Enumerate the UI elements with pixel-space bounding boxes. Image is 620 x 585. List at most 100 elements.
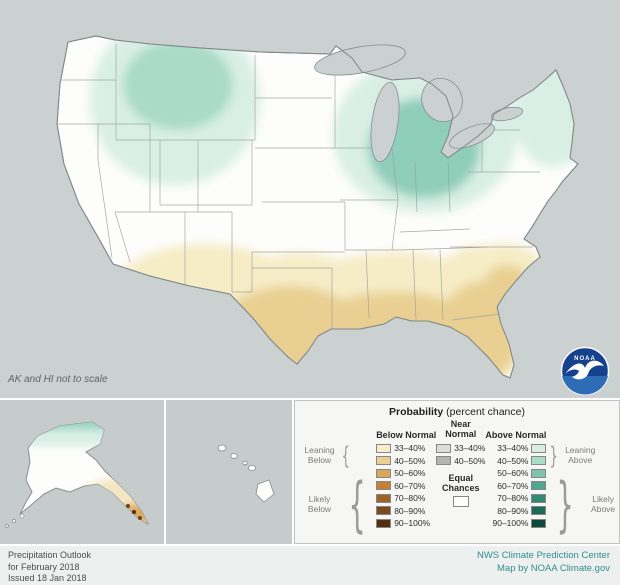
above-group-labels: } Leaning Above } Likely Above	[546, 443, 620, 536]
scale-note: AK and HI not to scale	[8, 374, 108, 385]
legend-row-label: 60–70%	[394, 480, 426, 491]
legend-swatch	[436, 456, 452, 465]
issuance-info: Precipitation Outlook for February 2018 …	[8, 550, 91, 585]
legend-swatch	[531, 481, 547, 490]
near-normal-header: Near Normal	[445, 419, 477, 440]
legend-swatch	[376, 518, 392, 528]
legend-row: 60–70%	[485, 480, 547, 491]
legend-body: Leaning Below { Likely Below { Below Nor…	[302, 419, 615, 536]
legend-row: 50–60%	[485, 468, 547, 478]
below-group-labels: Leaning Below { Likely Below {	[302, 443, 376, 536]
conus-map	[56, 35, 579, 379]
hawaii-map	[217, 444, 275, 503]
leaning-below-label: Leaning Below	[304, 445, 335, 465]
legend-row: 80–90%	[376, 506, 436, 516]
leaning-below-group: Leaning Below {	[302, 443, 376, 468]
leaning-below-bracket: {	[341, 441, 350, 470]
noaa-logo-text: NOAA	[574, 356, 596, 362]
legend-swatch	[376, 506, 392, 515]
legend-swatch	[376, 481, 392, 490]
legend-panel: Probability (percent chance) Leaning Bel…	[294, 400, 620, 544]
likely-below-label: Likely Below	[307, 494, 332, 514]
legend-swatch	[376, 493, 392, 503]
legend-title: Probability (percent chance)	[302, 406, 612, 418]
legend-row: 60–70%	[376, 481, 436, 491]
legend-row-label: 90–100%	[394, 518, 431, 528]
below-normal-rows: 33–40% 40–50% 50–60% 60–70% 70–80% 80–90% 90–1…	[376, 443, 436, 528]
above-normal-header: Above Normal	[485, 430, 547, 440]
equal-chances-swatch	[452, 496, 469, 508]
hawaiian-islands	[217, 444, 275, 503]
hawaii-inset-panel	[166, 400, 292, 544]
likely-above-bracket: }	[556, 469, 575, 540]
legend-swatch	[531, 506, 547, 515]
legend-swatch	[436, 443, 452, 453]
legend-swatch	[531, 493, 547, 503]
credit-cpc: NWS Climate Prediction Center	[476, 550, 610, 561]
legend-swatch	[531, 456, 547, 465]
likely-below-bracket: {	[348, 469, 366, 540]
footer-title: Precipitation Outlook	[8, 550, 92, 560]
legend-row: 80–90%	[485, 505, 547, 516]
above-normal-shading-northwest	[90, 36, 260, 185]
credit-info: NWS Climate Prediction Center Map by NOA…	[477, 550, 610, 576]
legend-swatch	[376, 443, 392, 453]
legend-title-suffix: (percent chance)	[443, 406, 525, 418]
legend-row: 90–100%	[376, 518, 436, 528]
us-outline	[56, 35, 579, 379]
alaska-inset-panel	[0, 400, 164, 544]
legend-row-label: 80–90%	[394, 505, 426, 516]
legend-row: 40–50%	[376, 456, 436, 466]
legend-row: 90–100%	[485, 518, 547, 528]
noaa-gull-icon	[565, 360, 604, 380]
alaska-panhandle-islands	[126, 504, 142, 520]
legend-row-label: 50–60%	[394, 468, 426, 478]
legend-row-label: 90–100%	[492, 518, 529, 528]
legend-row-label: 33–40%	[497, 443, 529, 453]
likely-above-label: Likely Above	[591, 494, 616, 514]
alaska-map	[5, 421, 150, 528]
above-normal-column: Above Normal 33–40% 40–50% 50–60% 60–70% 70–…	[485, 420, 547, 528]
legend-row-label: 50–60%	[497, 468, 529, 478]
below-normal-column: Below Normal 33–40% 40–50% 50–60% 60–70% 70–…	[376, 420, 436, 528]
legend-row: 50–60%	[376, 468, 436, 478]
legend-row: 33–40%	[376, 443, 436, 453]
legend-row-label: 60–70%	[497, 480, 529, 491]
legend-row-label: 80–90%	[497, 505, 529, 516]
legend-row-label: 33–40%	[454, 443, 486, 453]
legend-row-label: 33–40%	[394, 443, 426, 453]
legend-row: 70–80%	[485, 493, 547, 503]
equal-chances-label: Equal Chances	[442, 472, 480, 493]
above-normal-rows: 33–40% 40–50% 50–60% 60–70% 70–80% 80–90% 90–1…	[485, 443, 547, 528]
legend-row-label: 40–50%	[454, 455, 486, 466]
legend-swatch	[376, 456, 392, 465]
legend-swatch	[531, 518, 547, 528]
legend-row-label: 40–50%	[497, 455, 529, 466]
below-normal-header: Below Normal	[376, 430, 437, 440]
great-lakes	[314, 44, 524, 163]
footer: Precipitation Outlook for February 2018 …	[0, 546, 620, 585]
legend-row: 33–40%	[485, 443, 547, 453]
leaning-above-bracket: }	[549, 441, 559, 470]
legend-swatch	[531, 443, 547, 453]
legend-swatch	[531, 468, 547, 478]
legend-title-main: Probability	[389, 406, 444, 418]
footer-issued: Issued 18 Jan 2018	[8, 573, 87, 584]
conus-map-panel: AK and HI not to scale NOAA	[0, 0, 620, 398]
footer-period: for February 2018	[8, 561, 80, 572]
legend-swatch	[376, 468, 392, 478]
legend-row-label: 40–50%	[394, 455, 426, 466]
likely-below-group: Likely Below {	[302, 473, 376, 536]
state-borders	[57, 44, 540, 330]
likely-above-group: } Likely Above	[546, 473, 620, 536]
near-normal-column: Near Normal 33–40% 40–50% Equal Chances	[436, 419, 485, 508]
leaning-above-label: Leaning Above	[565, 445, 596, 465]
credit-climategov: Map by NOAA Climate.gov	[497, 562, 610, 574]
legend-row: 70–80%	[376, 493, 436, 503]
leaning-above-group: } Leaning Above	[546, 443, 620, 468]
noaa-logo-lower	[561, 376, 609, 395]
near-normal-rows: 33–40% 40–50%	[436, 443, 485, 466]
legend-row-label: 70–80%	[394, 493, 426, 503]
legend-row: 40–50%	[485, 455, 547, 466]
